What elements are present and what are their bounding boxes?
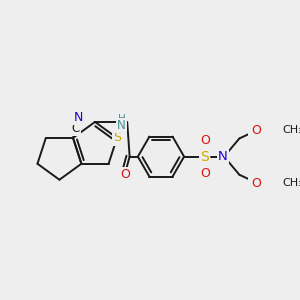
Text: O: O [200,167,210,180]
Text: O: O [120,168,130,181]
Text: O: O [200,134,210,147]
Text: H: H [118,114,125,124]
Text: CH₃: CH₃ [282,178,300,188]
Text: S: S [113,131,121,144]
Text: S: S [200,150,209,164]
Text: N: N [218,150,228,163]
Text: C: C [71,122,80,135]
Text: N: N [117,119,126,132]
Text: O: O [251,176,261,190]
Text: O: O [251,124,261,137]
Text: CH₃: CH₃ [282,125,300,135]
Text: N: N [74,111,83,124]
